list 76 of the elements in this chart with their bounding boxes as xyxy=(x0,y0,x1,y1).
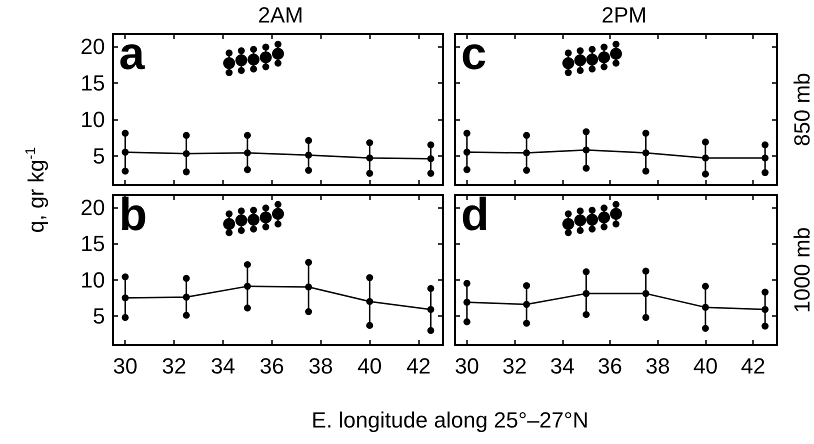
x-tick-label: 42 xyxy=(740,354,766,378)
y-tick-label: 20 xyxy=(80,194,105,220)
x-tick-label: 34 xyxy=(210,354,236,378)
x-tick-label: 40 xyxy=(693,354,718,378)
x-tick-label: 36 xyxy=(598,354,622,378)
y-tick-label: 20 xyxy=(80,34,105,59)
x-tick-label: 32 xyxy=(502,354,527,378)
point xyxy=(248,54,260,66)
point xyxy=(702,304,709,311)
x-tick-label: 36 xyxy=(260,354,284,378)
point xyxy=(260,51,272,64)
point xyxy=(223,218,236,230)
x-tick-label: 34 xyxy=(550,354,575,378)
point xyxy=(182,294,190,301)
y-tick-label: 10 xyxy=(80,106,105,132)
point xyxy=(562,57,574,70)
point xyxy=(248,214,260,226)
point xyxy=(610,48,622,60)
point xyxy=(260,211,272,224)
point xyxy=(762,306,769,313)
point xyxy=(523,149,530,156)
annotation: c xyxy=(461,27,487,79)
annotation: a xyxy=(119,27,145,79)
x-tick-label: 30 xyxy=(454,354,480,378)
point xyxy=(610,208,622,220)
point xyxy=(122,148,129,156)
annotation: b xyxy=(119,188,148,240)
point xyxy=(244,282,251,290)
point xyxy=(235,54,248,66)
point xyxy=(586,214,598,226)
y-tick-label: 10 xyxy=(80,267,105,292)
point xyxy=(574,214,586,226)
chart-title: 2AM xyxy=(258,2,304,28)
x-tick-label: 38 xyxy=(646,354,670,378)
x-tick-label: 40 xyxy=(357,354,382,378)
point xyxy=(272,48,284,60)
y-axis-title: q, gr kg-1 xyxy=(22,146,48,233)
point xyxy=(235,214,248,226)
point xyxy=(598,211,610,224)
point xyxy=(642,149,650,156)
x-axis-title: E. longitude along 25°–27°N xyxy=(312,408,588,432)
point xyxy=(574,54,586,66)
point xyxy=(582,146,590,154)
y-tick-label: 5 xyxy=(92,143,105,168)
annotation: d xyxy=(461,188,490,240)
y-tick-label: 15 xyxy=(80,70,105,96)
point xyxy=(598,51,610,64)
point xyxy=(562,218,574,230)
point xyxy=(366,298,374,306)
point xyxy=(244,149,251,156)
point xyxy=(305,152,312,159)
point xyxy=(463,298,470,306)
point xyxy=(122,294,129,302)
point xyxy=(642,290,650,298)
point xyxy=(305,284,312,291)
point xyxy=(182,150,190,158)
point xyxy=(523,300,530,308)
x-tick-label: 42 xyxy=(406,354,431,378)
y-tick-label: 15 xyxy=(80,231,105,256)
x-tick-label: 32 xyxy=(162,354,186,378)
y2-axis-title: 1000 mb xyxy=(790,227,814,313)
x-tick-label: 38 xyxy=(308,354,334,378)
y2-axis-title: 850 mb xyxy=(790,72,814,146)
point xyxy=(582,290,590,298)
point xyxy=(762,154,769,162)
chart-title: 2PM xyxy=(602,2,647,28)
y-tick-label: 5 xyxy=(92,304,105,329)
point xyxy=(427,155,434,162)
point xyxy=(272,208,284,220)
point xyxy=(463,148,470,156)
x-tick-label: 30 xyxy=(112,354,138,378)
point xyxy=(586,54,598,66)
point xyxy=(702,154,709,162)
point xyxy=(366,154,374,162)
point xyxy=(223,57,236,70)
point xyxy=(427,306,434,313)
